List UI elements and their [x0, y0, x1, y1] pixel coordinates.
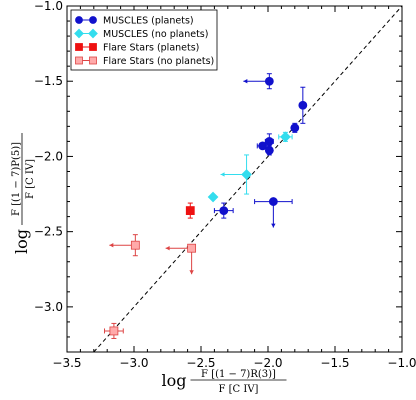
series-3: [104, 234, 197, 339]
y-tick-label: −1.5: [34, 74, 63, 88]
upper-limit-arrow-head: [243, 79, 248, 84]
x-tick-label: −3.0: [119, 356, 148, 370]
x-axis-label-numerator: F [(1 − 7)R(3)]: [201, 369, 276, 380]
data-point: [280, 131, 291, 143]
legend-entry: MUSCLES (planets): [75, 16, 194, 27]
legend-entry: Flare Stars (no planets): [75, 56, 214, 67]
x-tick-label: −2.0: [253, 356, 282, 370]
legend-marker: [89, 43, 97, 51]
data-point: [264, 136, 274, 146]
series-1: [207, 131, 293, 203]
series-2: [185, 202, 195, 219]
legend-label: MUSCLES (no planets): [103, 29, 208, 40]
legend-entry: Flare Stars (planets): [75, 43, 199, 54]
data-point: [187, 243, 197, 253]
data-point: [207, 191, 219, 203]
y-tick-label: −2.5: [34, 225, 63, 239]
y-axis-label-numerator: F [(1 − 7)P(5)]: [11, 142, 22, 216]
upper-limit-arrow-head: [271, 223, 276, 228]
legend-marker: [75, 16, 83, 24]
y-tick-label: −1.0: [34, 0, 63, 13]
legend: MUSCLES (planets) MUSCLES (no planets) Fla…: [70, 9, 218, 71]
legend-marker: [75, 56, 83, 65]
data-point: [109, 326, 119, 336]
data-point: [241, 169, 252, 180]
legend-label: Flare Stars (no planets): [103, 56, 214, 67]
y-axis-label: log F [(1 − 7)P(5)] F [C IV]: [11, 133, 36, 254]
x-tick-label: −1.5: [320, 356, 349, 370]
x-axis-label: log F [(1 − 7)R(3)] F [C IV]: [162, 369, 287, 395]
upper-limit-arrow-head: [109, 242, 114, 248]
data-point: [258, 141, 268, 151]
y-axis-label-denominator: F [C IV]: [25, 159, 36, 199]
legend-label: Flare Stars (planets): [103, 43, 199, 54]
upper-limit-arrow-head: [220, 172, 225, 177]
data-point: [264, 146, 274, 155]
legend-marker: [75, 43, 83, 51]
x-axis-label-prefix: log: [162, 371, 187, 390]
plot-frame: [66, 5, 403, 353]
legend-marker: [88, 28, 98, 39]
y-axis-label-prefix: log: [12, 229, 31, 254]
series-0: [213, 73, 308, 228]
x-tick-label: −1.0: [387, 356, 416, 370]
data-point: [185, 206, 195, 215]
legend-label: MUSCLES (planets): [103, 16, 194, 27]
x-tick-label: −2.5: [186, 356, 215, 370]
x-tick-label: −3.5: [52, 356, 81, 370]
x-axis-label-denominator: F [C IV]: [219, 384, 259, 395]
data-point: [290, 123, 300, 133]
legend-entry: MUSCLES (no planets): [74, 28, 208, 40]
legend-marker: [89, 56, 97, 65]
y-tick-label: −3.0: [34, 300, 63, 314]
upper-limit-arrow-head: [165, 246, 170, 251]
data-point: [130, 240, 140, 250]
y-tick-label: −2.0: [34, 149, 63, 163]
reference-line: [93, 6, 402, 352]
data-point: [268, 197, 278, 206]
data-point: [298, 100, 308, 110]
legend-marker: [89, 16, 97, 24]
upper-limit-arrow-head: [189, 270, 194, 275]
legend-marker: [74, 28, 84, 39]
data-point: [219, 206, 229, 215]
data-point: [264, 76, 274, 86]
